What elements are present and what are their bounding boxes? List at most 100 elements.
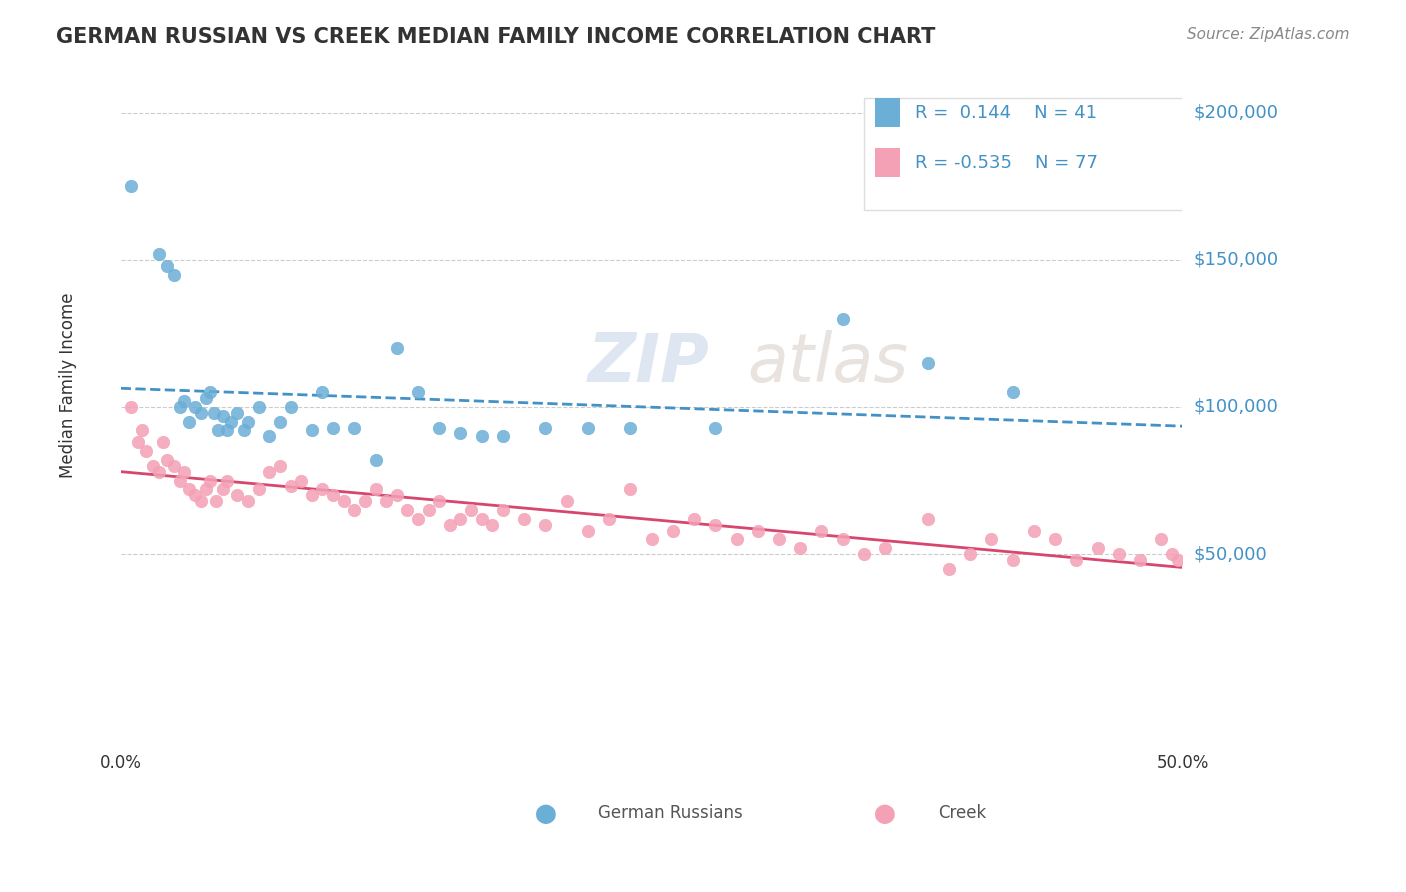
Point <box>322 420 344 434</box>
Point <box>576 420 599 434</box>
Point <box>364 483 387 497</box>
Point <box>169 474 191 488</box>
Point <box>364 453 387 467</box>
Point <box>1087 541 1109 556</box>
Point <box>343 503 366 517</box>
Point <box>768 533 790 547</box>
Text: 0.0%: 0.0% <box>100 754 142 772</box>
Point <box>449 512 471 526</box>
Point <box>190 406 212 420</box>
Point <box>194 391 217 405</box>
Point <box>789 541 811 556</box>
Point <box>704 517 727 532</box>
Text: $200,000: $200,000 <box>1194 103 1278 121</box>
Point <box>226 488 249 502</box>
Text: Creek: Creek <box>938 805 987 822</box>
Point <box>917 512 939 526</box>
Point <box>492 429 515 443</box>
Point <box>177 415 200 429</box>
Point <box>205 494 228 508</box>
Point <box>236 494 259 508</box>
Point <box>247 483 270 497</box>
Point <box>322 488 344 502</box>
Point <box>1022 524 1045 538</box>
Point <box>280 400 302 414</box>
Point <box>375 494 398 508</box>
Point <box>938 562 960 576</box>
Point <box>385 488 408 502</box>
Point <box>852 547 875 561</box>
Point <box>169 400 191 414</box>
Point <box>163 268 186 282</box>
FancyBboxPatch shape <box>875 98 900 128</box>
Point <box>534 517 557 532</box>
Point <box>211 483 233 497</box>
Text: $50,000: $50,000 <box>1194 545 1267 563</box>
Point <box>163 458 186 473</box>
Point <box>259 465 281 479</box>
Point <box>810 524 832 538</box>
Point <box>1001 553 1024 567</box>
Point <box>184 488 207 502</box>
Text: ZIP: ZIP <box>588 330 710 396</box>
Point <box>513 512 536 526</box>
Point <box>177 483 200 497</box>
Point <box>207 424 229 438</box>
Point <box>1001 385 1024 400</box>
Text: ⬤: ⬤ <box>534 805 557 823</box>
Point <box>471 429 494 443</box>
Point <box>534 420 557 434</box>
Point <box>439 517 461 532</box>
Point <box>406 385 429 400</box>
Point <box>418 503 440 517</box>
Point <box>1066 553 1088 567</box>
Point <box>211 409 233 423</box>
Point <box>290 474 312 488</box>
Point <box>959 547 981 561</box>
Point <box>198 385 221 400</box>
Text: GERMAN RUSSIAN VS CREEK MEDIAN FAMILY INCOME CORRELATION CHART: GERMAN RUSSIAN VS CREEK MEDIAN FAMILY IN… <box>56 27 935 46</box>
Point <box>156 259 179 273</box>
Point <box>301 424 323 438</box>
Text: $150,000: $150,000 <box>1194 251 1278 268</box>
Text: R =  0.144    N = 41: R = 0.144 N = 41 <box>915 103 1097 121</box>
Point <box>619 420 641 434</box>
Point <box>1150 533 1173 547</box>
FancyBboxPatch shape <box>875 148 900 178</box>
Text: Source: ZipAtlas.com: Source: ZipAtlas.com <box>1187 27 1350 42</box>
Point <box>1108 547 1130 561</box>
Point <box>311 385 333 400</box>
Point <box>311 483 333 497</box>
Point <box>202 406 225 420</box>
Point <box>492 503 515 517</box>
Point <box>343 420 366 434</box>
Text: R = -0.535    N = 77: R = -0.535 N = 77 <box>915 153 1098 171</box>
Point <box>269 415 291 429</box>
Text: $100,000: $100,000 <box>1194 398 1278 416</box>
Point <box>917 356 939 370</box>
Point <box>831 533 853 547</box>
Point <box>1129 553 1152 567</box>
Point <box>269 458 291 473</box>
Point <box>184 400 207 414</box>
Point <box>190 494 212 508</box>
Point <box>1043 533 1066 547</box>
Text: atlas: atlas <box>747 330 908 396</box>
Point <box>385 341 408 355</box>
Text: Median Family Income: Median Family Income <box>59 292 76 477</box>
Point <box>215 474 238 488</box>
Point <box>396 503 419 517</box>
Point <box>148 465 170 479</box>
Point <box>427 420 450 434</box>
Point <box>215 424 238 438</box>
Point <box>332 494 354 508</box>
Point <box>120 400 142 414</box>
Point <box>127 435 149 450</box>
Text: German Russians: German Russians <box>599 805 744 822</box>
Point <box>576 524 599 538</box>
Point <box>152 435 174 450</box>
Point <box>662 524 685 538</box>
Point <box>173 394 195 409</box>
Point <box>980 533 1002 547</box>
Point <box>704 420 727 434</box>
